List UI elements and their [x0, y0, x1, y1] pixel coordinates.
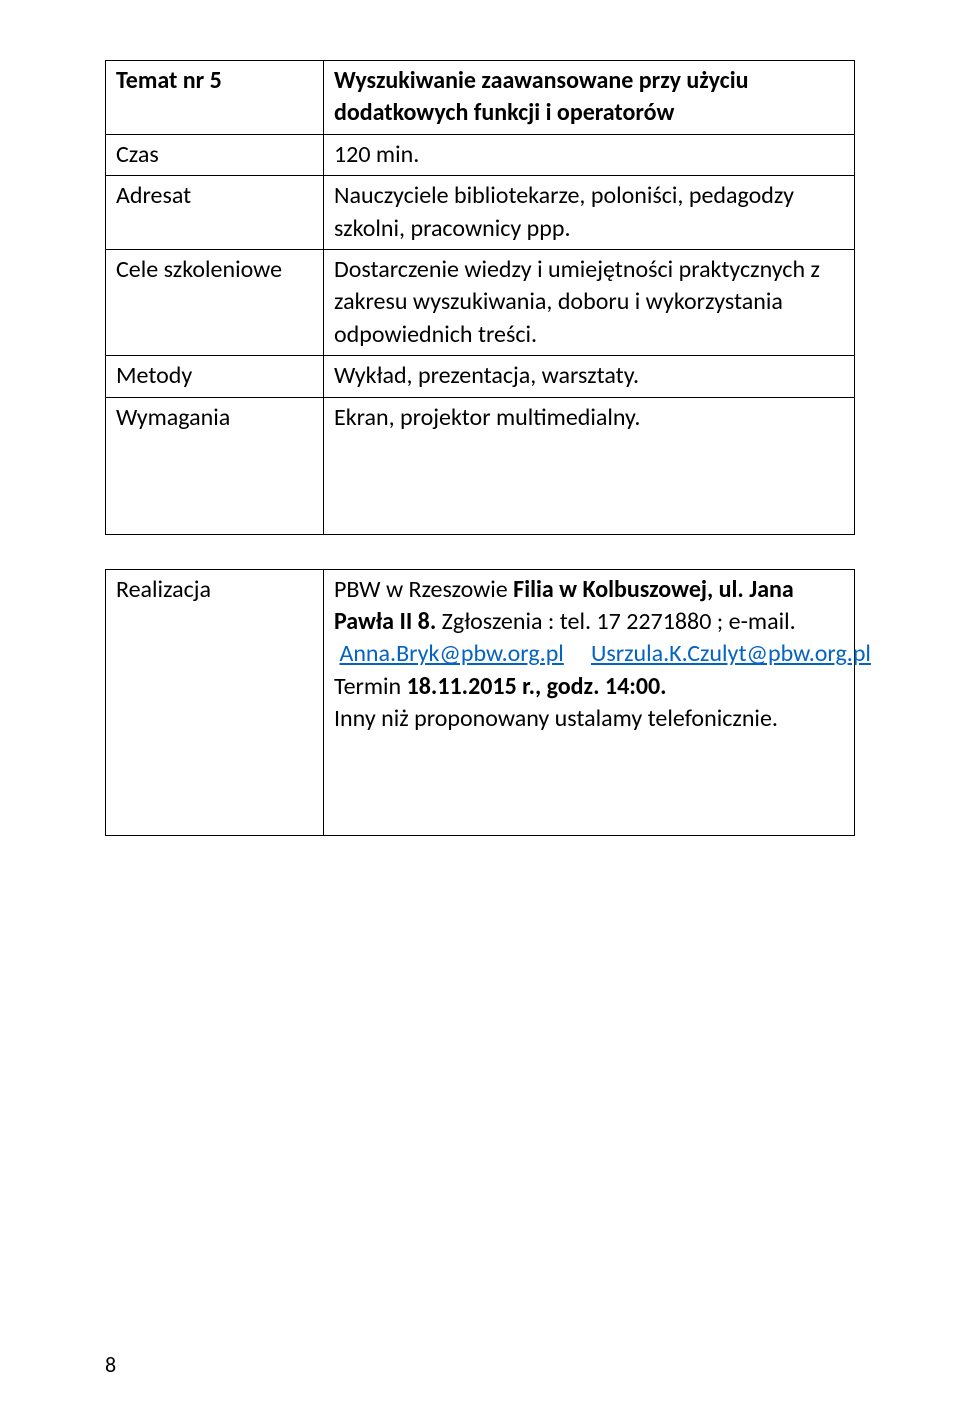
text: Wyszukiwanie zaawansowane przy użyciu do… — [334, 66, 748, 127]
email-link-1[interactable]: Anna.Bryk@pbw.org.pl — [339, 639, 563, 668]
cell-requirements-label: Wymagania — [106, 397, 324, 534]
cell-goals-label: Cele szkoleniowe — [106, 249, 324, 355]
text: Inny niż proponowany ustalamy telefonicz… — [334, 704, 778, 733]
info-table-1: Temat nr 5 Wyszukiwanie zaawansowane prz… — [105, 60, 855, 535]
cell-audience-value: Nauczyciele bibliotekarze, poloniści, pe… — [324, 176, 855, 250]
cell-requirements-value: Ekran, projektor multimedialny. — [324, 397, 855, 534]
info-table-2: Realizacja PBW w Rzeszowie Filia w Kolbu… — [105, 569, 855, 837]
table-row: Realizacja PBW w Rzeszowie Filia w Kolbu… — [106, 569, 855, 836]
cell-realization-value: PBW w Rzeszowie Filia w Kolbuszowej, ul.… — [324, 569, 855, 836]
table-row: Czas 120 min. — [106, 134, 855, 175]
text-bold: 18.11.2015 r., godz. 14:00. — [407, 672, 667, 701]
table-row: Metody Wykład, prezentacja, warsztaty. — [106, 356, 855, 397]
table-row: Adresat Nauczyciele bibliotekarze, polon… — [106, 176, 855, 250]
text: PBW w Rzeszowie — [334, 575, 513, 604]
table-row: Cele szkoleniowe Dostarczenie wiedzy i u… — [106, 249, 855, 355]
document-page: Temat nr 5 Wyszukiwanie zaawansowane prz… — [0, 0, 960, 1428]
cell-methods-label: Metody — [106, 356, 324, 397]
table-row: Wymagania Ekran, projektor multimedialny… — [106, 397, 855, 534]
text: Zgłoszenia : tel. 17 2271880 ; e-mail. — [436, 607, 795, 636]
cell-time-label: Czas — [106, 134, 324, 175]
cell-time-value: 120 min. — [324, 134, 855, 175]
text: Temat nr 5 — [116, 66, 222, 95]
page-number: 8 — [105, 1351, 116, 1378]
cell-audience-label: Adresat — [106, 176, 324, 250]
cell-topic-value: Wyszukiwanie zaawansowane przy użyciu do… — [324, 61, 855, 135]
spacer — [105, 535, 855, 569]
table-row: Temat nr 5 Wyszukiwanie zaawansowane prz… — [106, 61, 855, 135]
text: Termin — [334, 672, 407, 701]
cell-topic-label: Temat nr 5 — [106, 61, 324, 135]
cell-goals-value: Dostarczenie wiedzy i umiejętności prakt… — [324, 249, 855, 355]
email-link-2[interactable]: Usrzula.K.Czulyt@pbw.org.pl — [591, 639, 871, 668]
cell-methods-value: Wykład, prezentacja, warsztaty. — [324, 356, 855, 397]
cell-realization-label: Realizacja — [106, 569, 324, 836]
